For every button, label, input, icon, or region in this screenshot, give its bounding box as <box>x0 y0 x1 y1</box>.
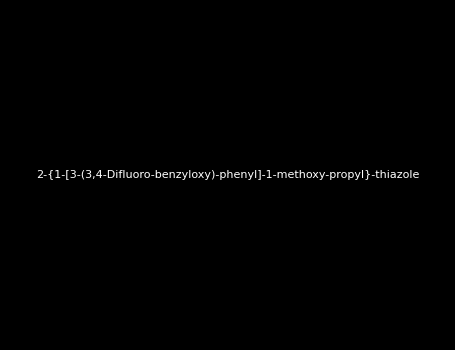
Text: 2-{1-[3-(3,4-Difluoro-benzyloxy)-phenyl]-1-methoxy-propyl}-thiazole: 2-{1-[3-(3,4-Difluoro-benzyloxy)-phenyl]… <box>36 170 419 180</box>
